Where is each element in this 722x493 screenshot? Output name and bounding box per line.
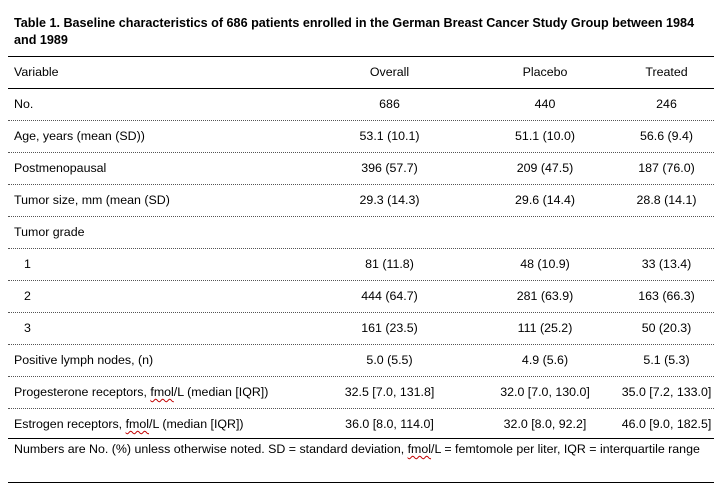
table-row: Positive lymph nodes, (n) 5.0 (5.5) 4.9 … xyxy=(8,344,714,376)
row-placebo: 111 (25.2) xyxy=(517,321,573,335)
table-row: Tumor grade xyxy=(8,216,714,248)
row-variable: Postmenopausal xyxy=(14,161,107,175)
row-overall: 32.5 [7.0, 131.8] xyxy=(344,385,435,399)
table-row: Tumor size, mm (mean (SD) 29.3 (14.3) 29… xyxy=(8,184,714,216)
header-overall: Overall xyxy=(369,65,410,79)
row-overall: 686 xyxy=(379,97,400,111)
spellcheck-word: fmol xyxy=(125,417,149,431)
row-treated: 35.0 [7.2, 133.0] xyxy=(621,385,712,399)
row-overall: 36.0 [8.0, 114.0] xyxy=(345,417,434,431)
row-variable: Age, years (mean (SD)) xyxy=(14,129,145,143)
row-placebo: 281 (63.9) xyxy=(516,289,574,303)
row-variable: Progesterone receptors, fmol/L (median [… xyxy=(14,385,269,399)
row-treated: 5.1 (5.3) xyxy=(643,353,690,367)
row-treated: 163 (66.3) xyxy=(638,289,695,303)
row-divider xyxy=(8,344,714,345)
table-row: Progesterone receptors, fmol/L (median [… xyxy=(8,376,714,408)
row-placebo: 48 (10.9) xyxy=(520,257,570,271)
bottom-rule xyxy=(8,438,714,439)
row-overall: 444 (64.7) xyxy=(361,289,418,303)
spellcheck-word: fmol xyxy=(407,442,432,456)
header-treated: Treated xyxy=(645,65,688,79)
row-overall: 53.1 (10.1) xyxy=(359,129,420,143)
row-divider xyxy=(8,248,714,249)
row-divider xyxy=(8,408,714,409)
row-variable: Estrogen receptors, fmol/L (median [IQR]… xyxy=(14,417,244,431)
row-treated: 187 (76.0) xyxy=(638,161,695,175)
table-row: Postmenopausal 396 (57.7) 209 (47.5) 187… xyxy=(8,152,714,184)
table-row: Age, years (mean (SD)) 53.1 (10.1) 51.1 … xyxy=(8,120,714,152)
row-overall: 396 (57.7) xyxy=(361,161,418,175)
row-placebo xyxy=(471,216,619,248)
row-placebo: 440 xyxy=(534,97,556,111)
row-divider xyxy=(8,120,714,121)
row-divider xyxy=(8,216,714,217)
row-divider xyxy=(8,280,714,281)
row-placebo: 4.9 (5.6) xyxy=(521,353,569,367)
header-rule xyxy=(8,88,714,89)
row-variable: No. xyxy=(14,97,34,111)
row-divider xyxy=(8,376,714,377)
row-placebo: 32.0 [8.0, 92.2] xyxy=(503,417,587,431)
row-divider xyxy=(8,152,714,153)
top-rule xyxy=(8,56,714,57)
row-variable: 2 xyxy=(24,289,31,303)
table-footnote: Numbers are No. (%) unless otherwise not… xyxy=(14,442,700,456)
table-row: Estrogen receptors, fmol/L (median [IQR]… xyxy=(8,408,714,440)
row-divider xyxy=(8,184,714,185)
row-placebo: 29.6 (14.4) xyxy=(515,193,575,207)
row-variable: Tumor size, mm (mean (SD) xyxy=(14,193,170,207)
row-variable: 1 xyxy=(24,257,31,271)
row-overall: 5.0 (5.5) xyxy=(366,353,413,367)
row-placebo: 209 (47.5) xyxy=(516,161,574,175)
row-treated: 46.0 [9.0, 182.5] xyxy=(621,417,712,431)
row-overall: 29.3 (14.3) xyxy=(359,193,420,207)
row-treated: 33 (13.4) xyxy=(641,257,692,271)
table-row: 2 444 (64.7) 281 (63.9) 163 (66.3) xyxy=(8,280,714,312)
table-caption: Table 1. Baseline characteristics of 686… xyxy=(14,16,695,47)
row-variable: Positive lymph nodes, (n) xyxy=(14,353,154,367)
header-placebo: Placebo xyxy=(522,65,568,79)
row-treated: 50 (20.3) xyxy=(641,321,692,335)
table-row: No. 686 440 246 xyxy=(8,88,714,120)
row-placebo: 32.0 [7.0, 130.0] xyxy=(500,385,590,399)
header-variable: Variable xyxy=(14,65,59,79)
row-variable: Tumor grade xyxy=(14,225,85,239)
row-variable: 3 xyxy=(24,321,31,335)
row-overall: 161 (23.5) xyxy=(361,321,418,335)
row-treated: 56.6 (9.4) xyxy=(639,129,694,143)
row-treated: 28.8 (14.1) xyxy=(636,193,697,207)
footnote-rule xyxy=(8,482,714,483)
row-overall: 81 (11.8) xyxy=(365,257,414,271)
row-divider xyxy=(8,312,714,313)
header-row: Variable Overall Placebo Treated xyxy=(8,56,714,88)
table-row: 1 81 (11.8) 48 (10.9) 33 (13.4) xyxy=(8,248,714,280)
spellcheck-word: fmol xyxy=(150,385,174,399)
row-placebo: 51.1 (10.0) xyxy=(515,129,575,143)
row-overall xyxy=(308,216,471,248)
row-treated xyxy=(619,216,714,248)
table-row: 3 161 (23.5) 111 (25.2) 50 (20.3) xyxy=(8,312,714,344)
row-treated: 246 xyxy=(656,97,677,111)
